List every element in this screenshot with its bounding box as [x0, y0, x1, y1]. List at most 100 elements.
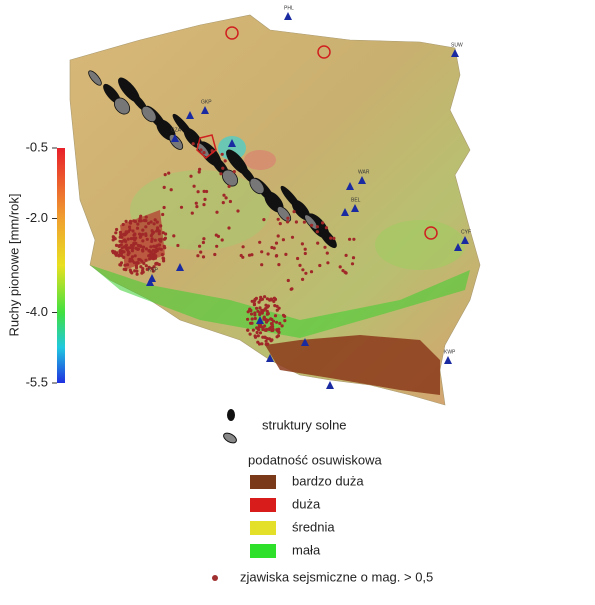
seismic-event: [261, 335, 265, 339]
seismic-event: [266, 252, 270, 256]
seismic-event: [153, 238, 157, 242]
colorbar-tick-label: -4.0: [26, 304, 48, 319]
seismic-event: [256, 340, 260, 344]
marker-polygon: [196, 134, 217, 159]
seismic-event: [179, 205, 184, 209]
seismic-event: [249, 312, 254, 316]
station-marker: [454, 243, 462, 251]
seismic-event: [292, 210, 296, 214]
seismic-event: [332, 236, 336, 240]
seismic-event: [264, 339, 268, 343]
seismic-event: [160, 253, 164, 257]
legend-label: zjawiska sejsmiczne o mag. > 0,5: [240, 569, 433, 584]
seismic-event: [262, 218, 266, 222]
seismic-event: [134, 266, 139, 270]
seismic-event: [241, 245, 245, 249]
seismic-event: [201, 240, 205, 245]
seismic-event: [265, 327, 269, 331]
seismic-event: [118, 239, 122, 243]
seismic-event: [135, 261, 139, 265]
seismic-event: [344, 271, 348, 275]
colorbar-label: Ruchy pionowe [mm/rok]: [6, 193, 21, 336]
seismic-event: [124, 246, 128, 250]
legend-swatch: [250, 498, 276, 512]
seismic-event: [265, 312, 269, 316]
station-marker: [341, 208, 349, 216]
seismic-event: [157, 229, 161, 233]
seismic-event: [190, 211, 194, 215]
salt-structure: [319, 227, 337, 249]
seismic-event: [252, 302, 256, 306]
seismic-event: [270, 328, 274, 333]
seismic-event: [198, 244, 202, 248]
seismic-event: [215, 210, 219, 214]
marker-circle: [317, 45, 331, 59]
seismic-event: [269, 322, 274, 326]
seismic-event: [169, 188, 173, 192]
seismic-event: [124, 230, 128, 234]
seismic-event: [191, 142, 195, 146]
seismic-event: [136, 243, 140, 248]
seismic-event: [255, 306, 259, 310]
seismic-event: [141, 245, 146, 249]
seismic-event: [141, 232, 145, 236]
seismic-event: [253, 334, 257, 338]
seismic-event: [269, 317, 273, 321]
seismic-event: [130, 249, 134, 253]
legend-label: bardzo duża: [292, 473, 364, 488]
seismic-event: [130, 255, 134, 259]
seismic-event: [152, 222, 156, 226]
seismic-event: [253, 311, 257, 315]
seismic-event: [121, 222, 125, 227]
seismic-event: [321, 221, 325, 225]
seismic-event: [153, 218, 157, 222]
seismic-event: [161, 256, 165, 260]
colorbar-tick-label: -5.5: [26, 374, 48, 389]
seismic-event: [290, 235, 295, 239]
seismic-event: [301, 268, 305, 272]
seismic-event: [133, 219, 137, 224]
station-label: BEL: [351, 197, 361, 203]
seismic-event: [123, 263, 127, 267]
seismic-event: [111, 235, 115, 239]
salt-structure: [88, 70, 102, 86]
seismic-event: [141, 248, 145, 252]
uplift-zone: [130, 170, 270, 250]
seismic-event: [118, 243, 122, 248]
seismic-event: [205, 189, 209, 194]
seismic-event: [301, 277, 305, 281]
seismic-event: [286, 220, 290, 224]
seismic-event: [262, 317, 266, 321]
station-marker: [284, 12, 292, 20]
station-label: CYF: [461, 229, 471, 235]
seismic-event: [270, 338, 274, 342]
seismic-event: [228, 199, 232, 204]
seismic-event: [131, 229, 135, 233]
seismic-event: [119, 261, 124, 265]
stations: PHL SUW GKP CZA WAR BEL CYF KSP KWP: [146, 5, 471, 389]
seismic-event: [224, 196, 228, 200]
seismic-event: [154, 262, 158, 266]
seismic-event: [128, 225, 132, 229]
seismic-event: [276, 217, 280, 221]
seismic-event: [273, 297, 278, 301]
seismic-event: [326, 261, 330, 265]
seismic-event: [167, 171, 171, 175]
seismic-event: [136, 222, 140, 226]
seismic-event: [263, 335, 267, 339]
seismic-event: [114, 231, 118, 235]
seismic-event: [280, 324, 284, 328]
seismic-event: [201, 255, 206, 259]
seismic-event: [144, 264, 148, 268]
seismic-event: [283, 319, 287, 323]
colorbar-ticks: -0.5 -2.0 -4.0 -5.5: [26, 139, 57, 389]
seismic-event: [151, 248, 155, 252]
seismic-event: [318, 263, 322, 268]
seismic-event: [124, 219, 128, 223]
seismic-event: [220, 152, 224, 156]
seismic-event: [294, 220, 298, 224]
seismic-event: [199, 148, 203, 152]
seismic-event: [296, 256, 300, 261]
seismic-event: [130, 258, 134, 262]
seismic-event: [142, 218, 146, 223]
